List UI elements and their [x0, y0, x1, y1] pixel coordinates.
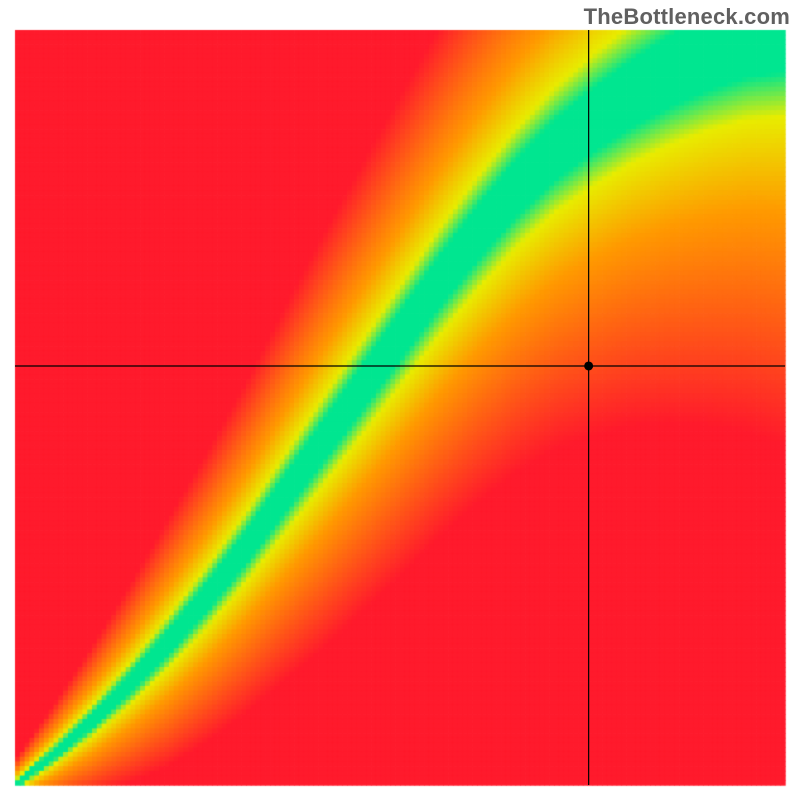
bottleneck-heatmap	[0, 0, 800, 800]
chart-container: TheBottleneck.com	[0, 0, 800, 800]
source-watermark: TheBottleneck.com	[584, 4, 790, 30]
